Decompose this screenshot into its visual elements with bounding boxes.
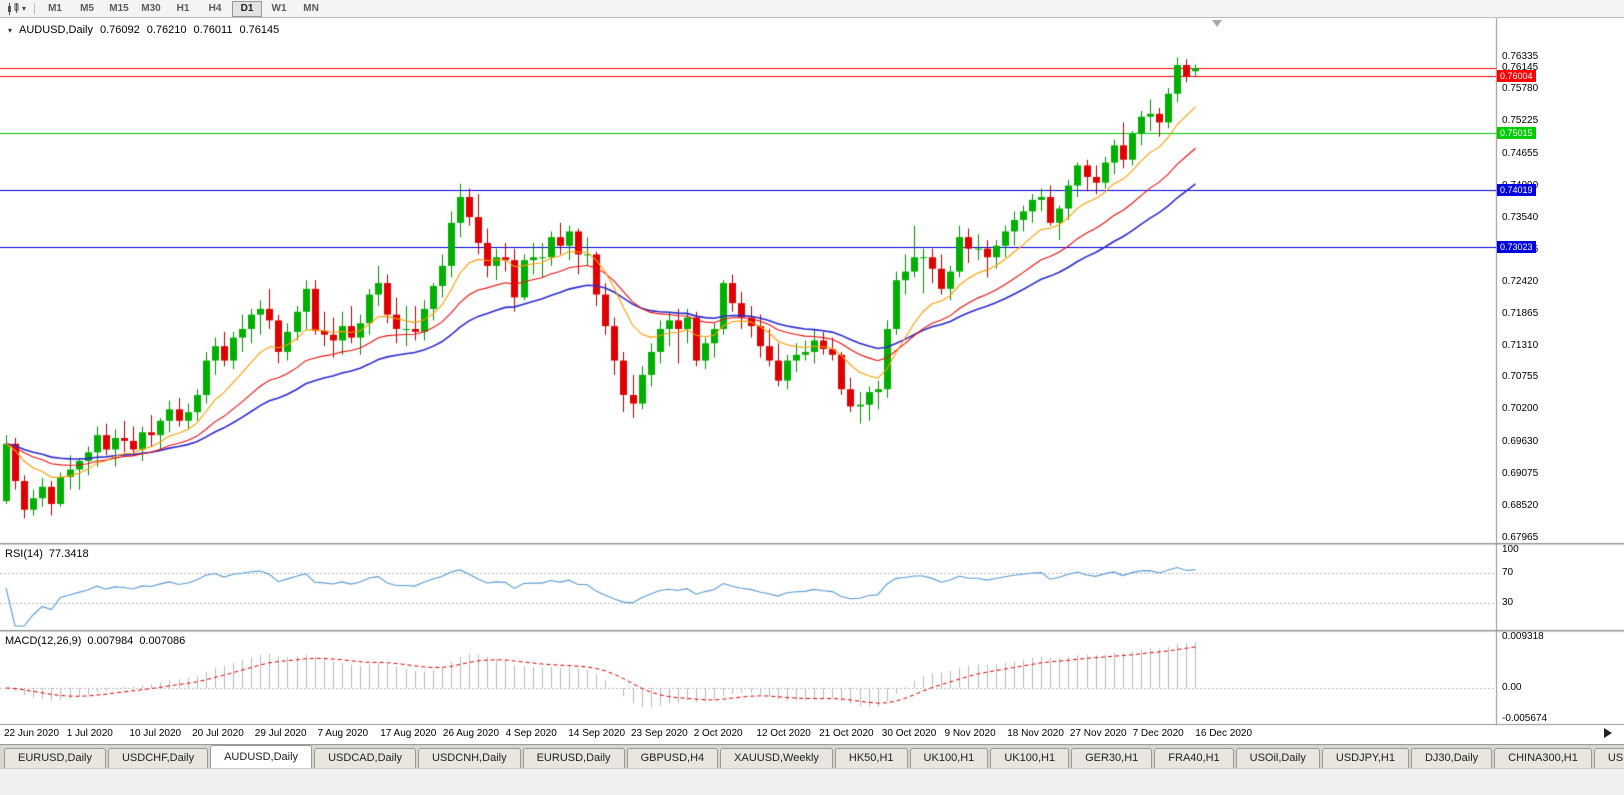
timeframe-button-mn[interactable]: MN xyxy=(303,2,319,14)
timeframe-button-w1[interactable]: W1 xyxy=(271,2,287,14)
chart-tab[interactable]: UK100,H1 xyxy=(909,748,989,768)
chart-tab[interactable]: US xyxy=(1593,748,1624,768)
chart-tab[interactable]: EURUSD,Daily xyxy=(4,748,106,768)
chart-tab[interactable]: GER30,H1 xyxy=(1071,748,1153,768)
chart-tab[interactable]: GBPUSD,H4 xyxy=(626,748,719,768)
chart-tab-active[interactable]: AUDUSD,Daily xyxy=(210,745,313,768)
timeframe-button-m1[interactable]: M1 xyxy=(48,2,62,14)
chart-tab-bar: EURUSD,Daily USDCHF,Daily AUDUSD,Daily USDC… xyxy=(0,744,1624,768)
chart-tab[interactable]: USDCNH,Daily xyxy=(418,748,521,768)
chart-tab[interactable]: UK100,H1 xyxy=(990,748,1070,768)
chart-tab[interactable]: EURUSD,Daily xyxy=(522,748,625,768)
price-chart-canvas[interactable] xyxy=(0,18,1624,744)
timeframe-button-m5[interactable]: M5 xyxy=(80,2,94,14)
timeframe-button-m30[interactable]: M30 xyxy=(141,2,161,14)
chart-tab[interactable]: USDCHF,Daily xyxy=(107,748,209,768)
chart-tab[interactable]: USDJPY,H1 xyxy=(1321,748,1409,768)
toolbar-separator xyxy=(34,2,36,15)
chart-tab[interactable]: DJ30,Daily xyxy=(1410,748,1493,768)
dropdown-caret-icon: ▾ xyxy=(22,3,27,13)
chart-tab[interactable]: CHINA300,H1 xyxy=(1494,748,1592,768)
timeframe-button-h1[interactable]: H1 xyxy=(176,2,190,14)
timeframe-button-m15[interactable]: M15 xyxy=(109,2,129,14)
chart-tab[interactable]: HK50,H1 xyxy=(834,748,908,768)
candlestick-chart-icon xyxy=(8,2,19,15)
timeline-scroll-arrow-icon[interactable] xyxy=(1604,728,1612,738)
timeframe-button-h4[interactable]: H4 xyxy=(208,2,222,14)
time-axis[interactable] xyxy=(0,724,1624,744)
chart-tab[interactable]: XAUUSD,Weekly xyxy=(720,748,833,768)
chart-tab[interactable]: USOil,Daily xyxy=(1235,748,1320,768)
bottom-strip xyxy=(0,768,1624,795)
chart-tab[interactable]: FRA40,H1 xyxy=(1154,748,1234,768)
price-axis[interactable] xyxy=(1497,18,1624,724)
timeframe-button-d1[interactable]: D1 xyxy=(232,0,263,17)
chart-tab[interactable]: USDCAD,Daily xyxy=(314,748,417,768)
toolbar: ▾ M1 M5 M15 M30 H1 H4 D1 W1 MN xyxy=(0,0,1624,18)
timeframe-group: M1 M5 M15 M30 H1 H4 D1 W1 MN xyxy=(40,0,328,17)
chart-type-button[interactable]: ▾ xyxy=(4,1,29,17)
